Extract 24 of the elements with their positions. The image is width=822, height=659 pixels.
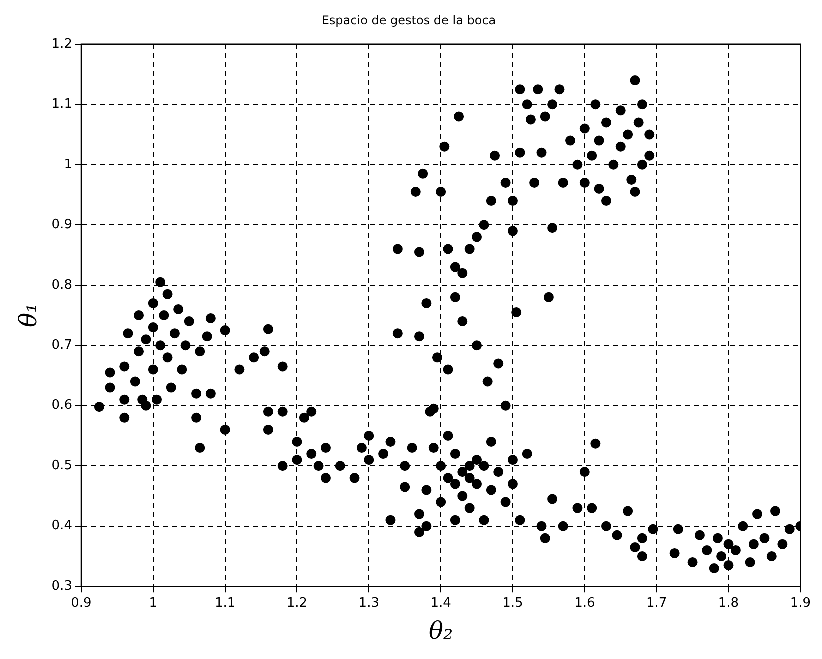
y-tick-label: 1.2 [52, 36, 72, 52]
y-tick-label: 0.7 [52, 338, 72, 353]
x-tick-label: 1.7 [646, 596, 668, 611]
x-tick-label: 1.2 [286, 596, 308, 611]
y-tick-label: 0.8 [52, 278, 72, 293]
x-tick-label: 1.6 [574, 596, 596, 611]
x-tick-label: 1.5 [502, 596, 524, 611]
y-tick-label: 0.5 [52, 458, 72, 474]
y-tick-label: 0.4 [52, 518, 72, 534]
x-tick-label: 1.9 [790, 596, 812, 611]
y-axis-title: θ₁ [14, 303, 43, 328]
y-tick-label: 1 [64, 157, 72, 172]
y-tick-label: 0.9 [52, 218, 72, 233]
x-tick-label: 1.1 [214, 596, 236, 611]
x-tick-label: 1.8 [718, 596, 740, 611]
y-tick-label: 0.3 [52, 578, 72, 594]
x-tick-label: 0.9 [71, 596, 92, 611]
x-tick-label: 1 [149, 596, 158, 611]
chart-title: Espacio de gestos de la boca [322, 13, 496, 28]
x-axis-title: θ₂ [429, 616, 454, 645]
y-tick-label: 1.1 [52, 97, 72, 112]
y-tick-label: 0.6 [52, 398, 72, 414]
x-tick-label: 1.4 [430, 596, 452, 611]
x-tick-label: 1.3 [358, 596, 380, 611]
